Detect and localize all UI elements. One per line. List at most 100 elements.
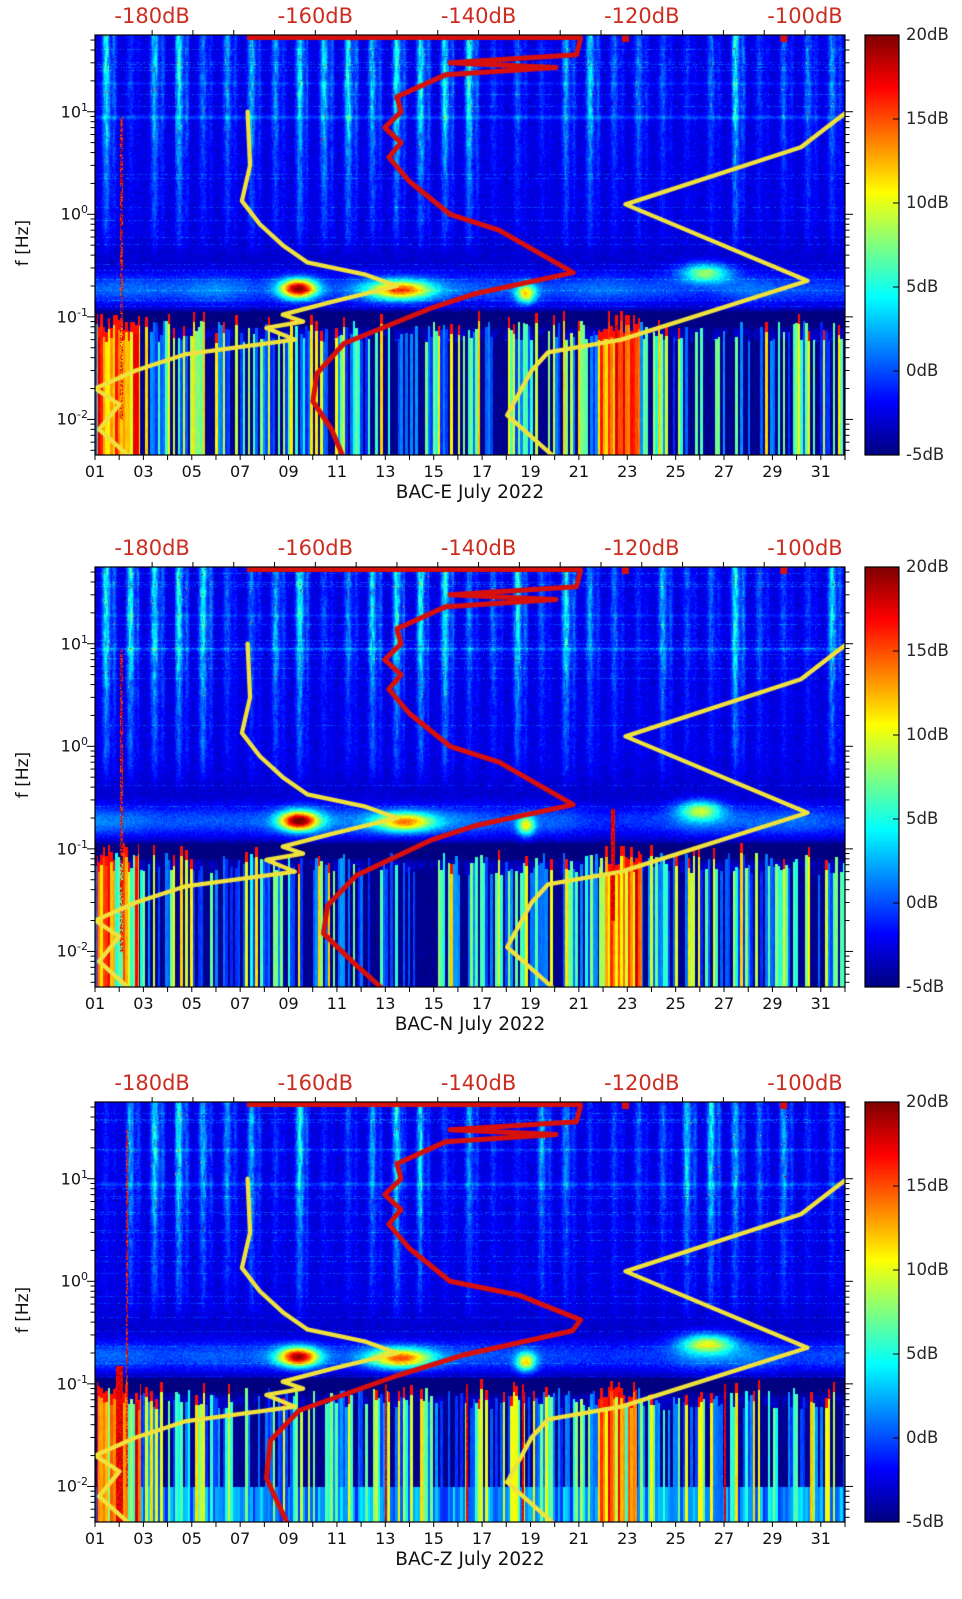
top-db-tick-label: -160dB: [277, 536, 354, 560]
y-tick-exponent: 1: [81, 632, 88, 646]
y-tick-label: 10-2: [24, 408, 88, 428]
x-tick-label: 03: [133, 994, 154, 1013]
x-tick-label: 23: [617, 1529, 638, 1548]
y-tick-label: 100: [24, 203, 88, 223]
x-tick-label: 29: [762, 1529, 783, 1548]
y-tick-label: 100: [24, 735, 88, 755]
x-tick-label: 17: [471, 1529, 493, 1548]
y-tick-mantissa: 10: [56, 307, 78, 327]
colorbar-gradient: [865, 35, 899, 455]
y-tick-exponent: -2: [77, 1475, 88, 1489]
y-tick-mantissa: 10: [56, 1476, 78, 1496]
colorbar-tick-label: 5dB: [906, 1344, 939, 1363]
x-tick-label: 15: [423, 994, 444, 1013]
y-tick-label: 10-1: [24, 838, 88, 858]
x-tick-label: 23: [617, 994, 638, 1013]
top-db-tick-label: -120dB: [604, 536, 680, 560]
y-tick-label: 10-1: [24, 306, 88, 326]
panel-title: BAC-E July 2022: [395, 482, 545, 503]
x-tick-label: 21: [568, 462, 590, 481]
colorbar-tick-label: 10dB: [906, 725, 949, 744]
y-tick-exponent: 0: [81, 735, 88, 749]
x-tick-label: 15: [423, 462, 444, 481]
x-tick-label: 13: [375, 462, 396, 481]
y-tick-exponent: -1: [77, 837, 88, 851]
y-tick-mantissa: 10: [60, 102, 81, 122]
x-tick-label: 31: [810, 462, 831, 481]
panel-bac-z: f [Hz] -180dB -160dB -140dB -120dB -100dB 01 0…: [0, 1067, 962, 1599]
top-db-tick-label: -100dB: [767, 4, 843, 28]
colorbar-tick-label: 10dB: [906, 1260, 949, 1279]
y-tick-exponent: 0: [81, 203, 88, 217]
top-db-tick-label: -120dB: [604, 1071, 680, 1095]
x-tick-label: 27: [713, 994, 735, 1013]
colorbar-tick-label: 0dB: [906, 361, 939, 380]
y-tick-mantissa: 10: [60, 634, 81, 654]
x-tick-label: 25: [665, 994, 686, 1013]
x-tick-label: 07: [229, 462, 251, 481]
top-db-tick-label: -120dB: [604, 4, 680, 28]
x-tick-label: 01: [84, 994, 106, 1013]
x-tick-label: 13: [375, 994, 396, 1013]
y-tick-label: 10-1: [24, 1373, 88, 1393]
x-tick-label: 17: [471, 462, 493, 481]
x-tick-label: 27: [713, 1529, 735, 1548]
spectrogram-canvas: [95, 35, 845, 455]
panel-title: BAC-N July 2022: [394, 1014, 546, 1035]
colorbar-tick-label: 15dB: [906, 1176, 949, 1195]
x-tick-label: 13: [375, 1529, 396, 1548]
x-tick-label: 25: [665, 1529, 686, 1548]
y-tick-exponent: 1: [81, 1167, 88, 1181]
x-tick-label: 29: [762, 994, 783, 1013]
top-db-tick-label: -160dB: [277, 4, 354, 28]
top-db-tick-label: -140dB: [440, 536, 517, 560]
spectrogram-canvas: [95, 567, 845, 987]
x-tick-label: 01: [84, 462, 106, 481]
x-tick-label: 19: [520, 462, 541, 481]
y-tick-exponent: 1: [81, 100, 88, 114]
y-tick-exponent: -2: [77, 408, 88, 422]
y-tick-mantissa: 10: [56, 941, 78, 961]
x-tick-label: 11: [326, 1529, 348, 1548]
colorbar-gradient: [865, 567, 899, 987]
x-tick-label: 29: [762, 462, 783, 481]
y-tick-label: 101: [24, 1168, 88, 1188]
x-tick-label: 11: [326, 462, 348, 481]
y-tick-mantissa: 10: [60, 736, 81, 756]
x-tick-label: 03: [133, 462, 154, 481]
colorbar-tick-label: 15dB: [906, 109, 949, 128]
colorbar-tick-label: -5dB: [906, 1512, 945, 1531]
y-tick-exponent: -2: [77, 940, 88, 954]
x-tick-label: 27: [713, 462, 735, 481]
x-tick-label: 11: [326, 994, 348, 1013]
x-tick-label: 09: [278, 462, 299, 481]
x-tick-label: 09: [278, 1529, 299, 1548]
colorbar-tick-label: 20dB: [906, 25, 949, 44]
x-tick-label: 07: [229, 994, 251, 1013]
x-tick-label: 21: [568, 1529, 590, 1548]
y-tick-mantissa: 10: [60, 204, 81, 224]
top-db-tick-label: -100dB: [767, 1071, 843, 1095]
top-db-tick-label: -140dB: [440, 4, 517, 28]
x-tick-label: 05: [181, 462, 202, 481]
y-tick-label: 10-2: [24, 940, 88, 960]
x-tick-label: 15: [423, 1529, 444, 1548]
top-db-tick-label: -160dB: [277, 1071, 354, 1095]
colorbar-tick-label: 5dB: [906, 277, 939, 296]
colorbar-tick-label: 0dB: [906, 1428, 939, 1447]
x-tick-label: 23: [617, 462, 638, 481]
x-tick-label: 31: [810, 1529, 831, 1548]
x-tick-label: 21: [568, 994, 590, 1013]
panel-bac-e: f [Hz] -180dB -160dB -140dB -120dB -100dB 01 0…: [0, 0, 962, 532]
top-db-tick-label: -180dB: [114, 4, 190, 28]
y-tick-mantissa: 10: [60, 1169, 81, 1189]
colorbar-tick-label: 15dB: [906, 641, 949, 660]
y-tick-exponent: 0: [81, 1270, 88, 1284]
x-tick-label: 05: [181, 1529, 202, 1548]
colorbar-tick-label: 20dB: [906, 1092, 949, 1111]
top-db-tick-label: -180dB: [114, 1071, 190, 1095]
y-tick-exponent: -1: [77, 305, 88, 319]
colorbar-gradient: [865, 1102, 899, 1522]
colorbar-tick-label: 5dB: [906, 809, 939, 828]
x-tick-label: 19: [520, 994, 541, 1013]
